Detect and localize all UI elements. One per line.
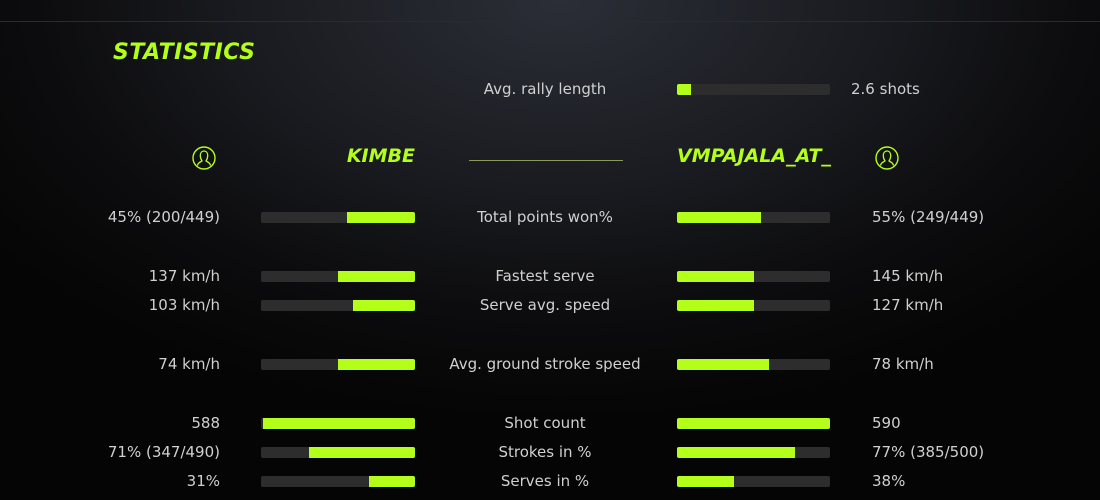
right-value: 38% bbox=[872, 472, 906, 490]
stat-label: Fastest serve bbox=[495, 267, 595, 285]
left-value: 74 km/h bbox=[158, 355, 220, 373]
rally-value: 2.6 shots bbox=[851, 80, 920, 98]
left-bar bbox=[261, 271, 415, 282]
stat-label: Avg. ground stroke speed bbox=[449, 355, 641, 373]
right-bar bbox=[677, 271, 830, 282]
right-value: 77% (385/500) bbox=[872, 443, 985, 461]
right-bar-fill bbox=[677, 447, 795, 458]
right-bar bbox=[677, 300, 830, 311]
right-player-name: VMPAJALA_AT_ bbox=[677, 145, 831, 167]
user-circle-icon bbox=[875, 146, 899, 170]
left-value: 45% (200/449) bbox=[107, 208, 220, 226]
user-circle-icon bbox=[192, 146, 216, 170]
right-bar bbox=[677, 418, 830, 429]
right-bar bbox=[677, 212, 830, 223]
stat-label: Serves in % bbox=[500, 472, 590, 490]
left-bar bbox=[261, 447, 415, 458]
right-bar-fill bbox=[677, 476, 734, 487]
left-bar bbox=[261, 476, 415, 487]
right-value: 78 km/h bbox=[872, 355, 934, 373]
left-bar-fill bbox=[338, 271, 415, 282]
left-bar-fill bbox=[353, 300, 415, 311]
left-value: 588 bbox=[191, 414, 220, 432]
rally-bar-fill bbox=[677, 84, 691, 95]
page-title: STATISTICS bbox=[113, 40, 256, 65]
header-divider bbox=[469, 160, 623, 161]
left-value: 137 km/h bbox=[148, 267, 220, 285]
left-value: 31% bbox=[186, 472, 220, 490]
stat-label: Total points won% bbox=[477, 208, 613, 226]
stat-label: Shot count bbox=[504, 414, 586, 432]
right-value: 145 km/h bbox=[872, 267, 944, 285]
left-bar-fill bbox=[308, 447, 415, 458]
right-value: 590 bbox=[872, 414, 901, 432]
left-bar-fill bbox=[368, 476, 415, 487]
right-bar-fill bbox=[677, 212, 762, 223]
right-bar-fill bbox=[677, 271, 754, 282]
left-player-name: KIMBE bbox=[346, 145, 415, 167]
rally-bar bbox=[677, 84, 830, 95]
right-value: 55% (249/449) bbox=[872, 208, 985, 226]
left-value: 103 km/h bbox=[148, 296, 220, 314]
top-divider bbox=[0, 21, 1100, 22]
right-bar bbox=[677, 447, 830, 458]
stat-label: Serve avg. speed bbox=[479, 296, 611, 314]
left-bar bbox=[261, 418, 415, 429]
right-bar-fill bbox=[677, 418, 830, 429]
left-bar-fill bbox=[347, 212, 415, 223]
left-bar-fill bbox=[262, 418, 415, 429]
rally-label: Avg. rally length bbox=[483, 80, 607, 98]
stat-label: Strokes in % bbox=[498, 443, 592, 461]
left-bar bbox=[261, 359, 415, 370]
left-bar bbox=[261, 300, 415, 311]
right-bar-fill bbox=[677, 359, 769, 370]
right-value: 127 km/h bbox=[872, 296, 944, 314]
left-bar-fill bbox=[338, 359, 415, 370]
left-bar bbox=[261, 212, 415, 223]
left-value: 71% (347/490) bbox=[107, 443, 220, 461]
right-bar-fill bbox=[677, 300, 754, 311]
right-bar bbox=[677, 476, 830, 487]
right-bar bbox=[677, 359, 830, 370]
